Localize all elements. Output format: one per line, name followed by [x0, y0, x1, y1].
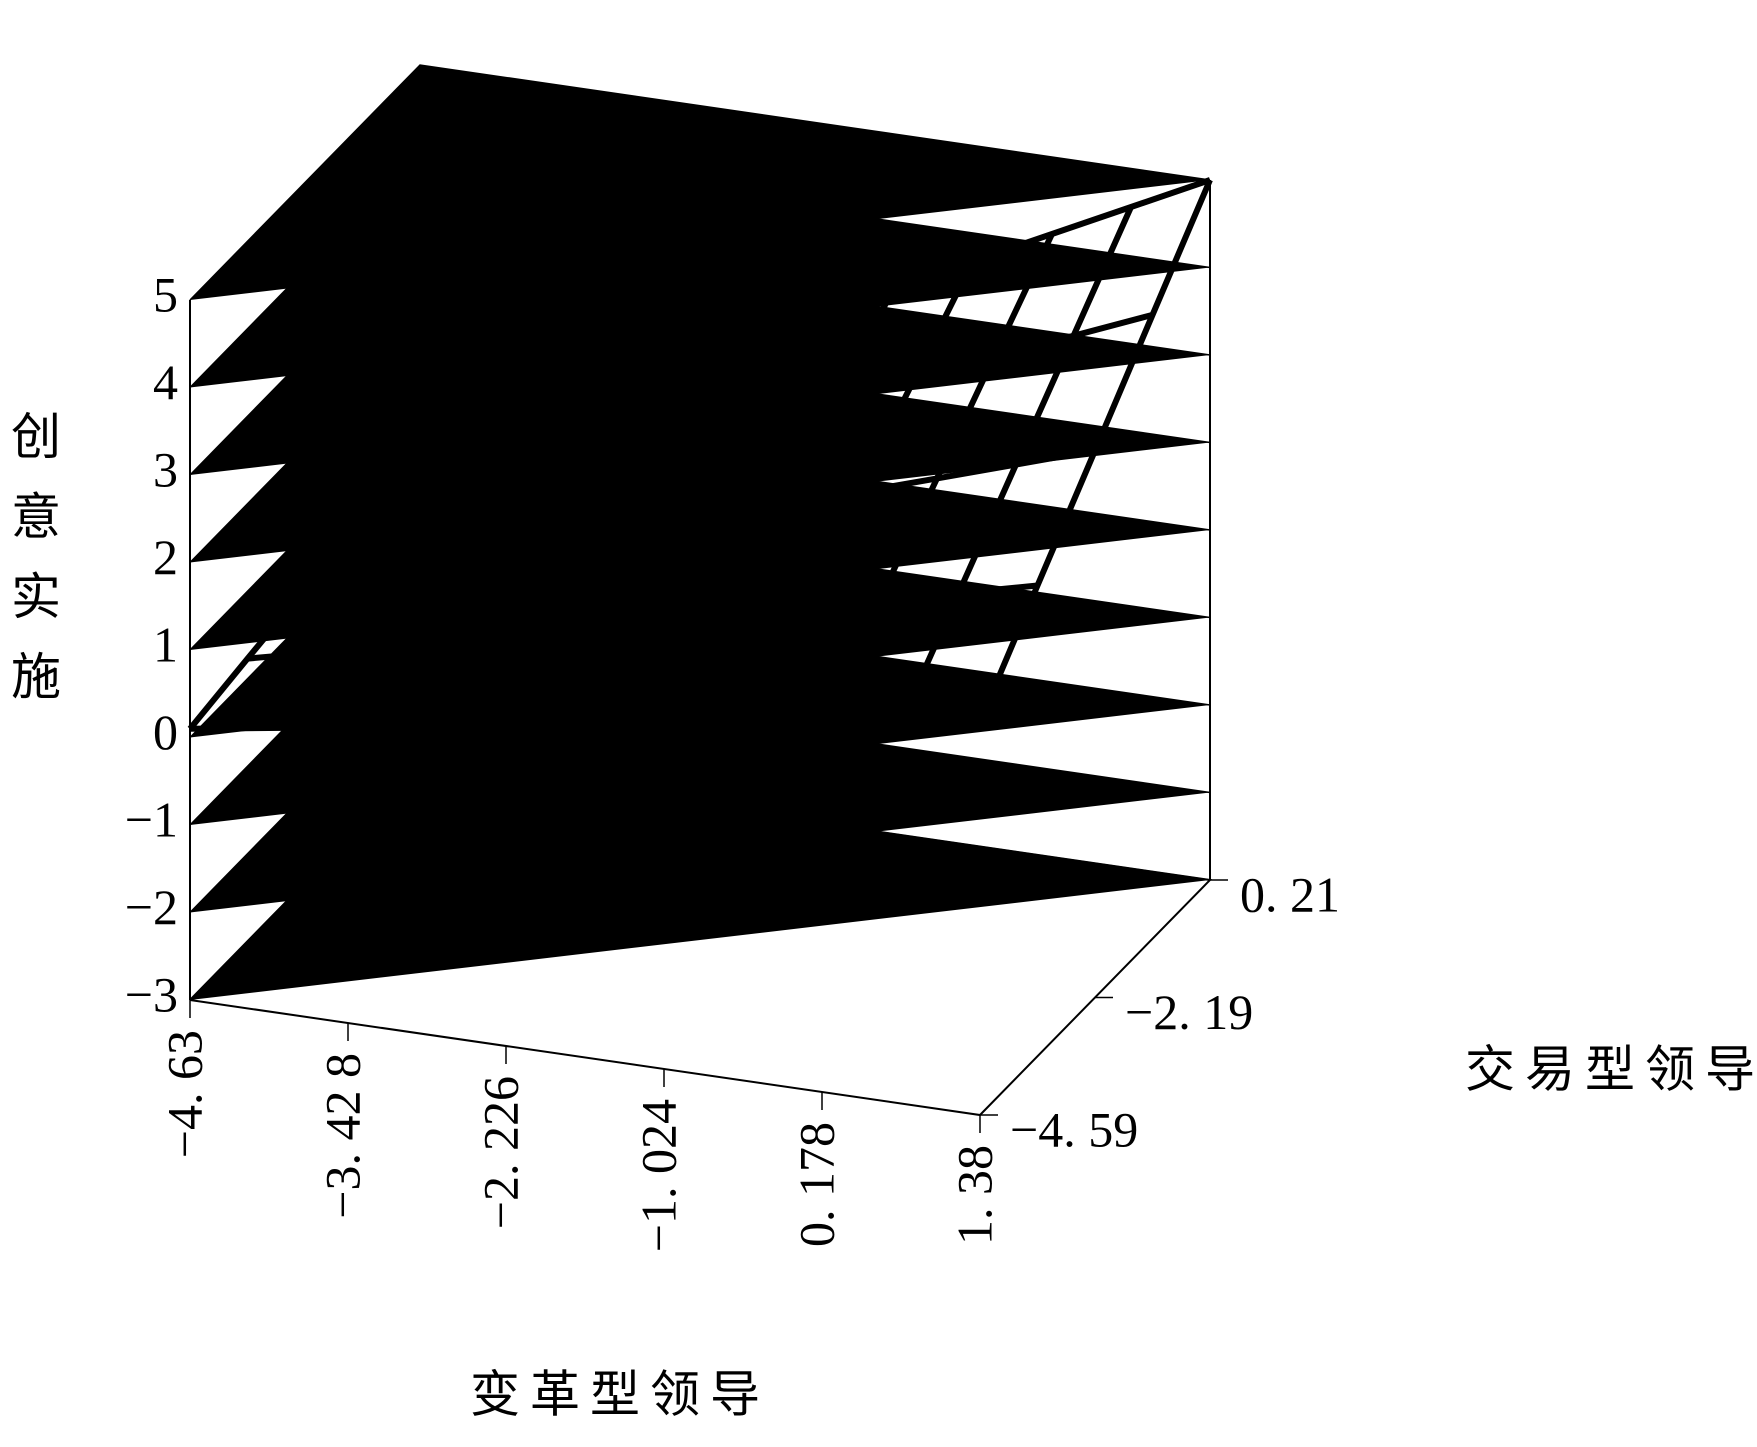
y-axis-label: 交易型领导	[1465, 1041, 1757, 1097]
surface-line	[740, 259, 976, 725]
surface-line	[187, 448, 423, 731]
x-tick-label: 1. 38	[946, 1145, 1002, 1245]
y-tick-label: −2. 19	[1125, 984, 1253, 1040]
x-axis-label: 变革型领导	[470, 1366, 770, 1422]
grid-line	[189, 64, 1211, 301]
z-tick-label: 1	[153, 616, 178, 672]
z-axis-label: 创意实施	[4, 410, 60, 730]
surface-line	[424, 367, 660, 729]
y-tick-label: 0. 21	[1240, 866, 1340, 922]
z-tick-label: 4	[153, 354, 178, 410]
z-tick-label: 3	[153, 441, 178, 497]
surface-line	[345, 394, 581, 730]
x-tick-label: −4. 63	[156, 1030, 212, 1158]
z-tick-label: 2	[153, 529, 178, 585]
surface-line	[977, 178, 1213, 723]
x-tick-label: −1. 024	[630, 1099, 686, 1252]
surface-line	[661, 286, 897, 726]
x-tick-label: −2. 226	[472, 1076, 528, 1229]
surface-line	[503, 340, 739, 728]
surface-line	[898, 205, 1134, 724]
x-tick-label: 0. 178	[788, 1122, 844, 1247]
surface-line	[819, 232, 1055, 725]
z-tick-label: −3	[125, 966, 178, 1022]
x-tick-label: −3. 42 8	[314, 1053, 370, 1219]
y-tick-label: −4. 59	[1010, 1101, 1138, 1157]
surface-line	[582, 313, 818, 727]
z-tick-label: 5	[153, 266, 178, 322]
surface-line	[266, 421, 502, 730]
z-tick-label: −1	[125, 791, 178, 847]
z-tick-label: −2	[125, 879, 178, 935]
z-tick-label: 0	[153, 704, 178, 760]
